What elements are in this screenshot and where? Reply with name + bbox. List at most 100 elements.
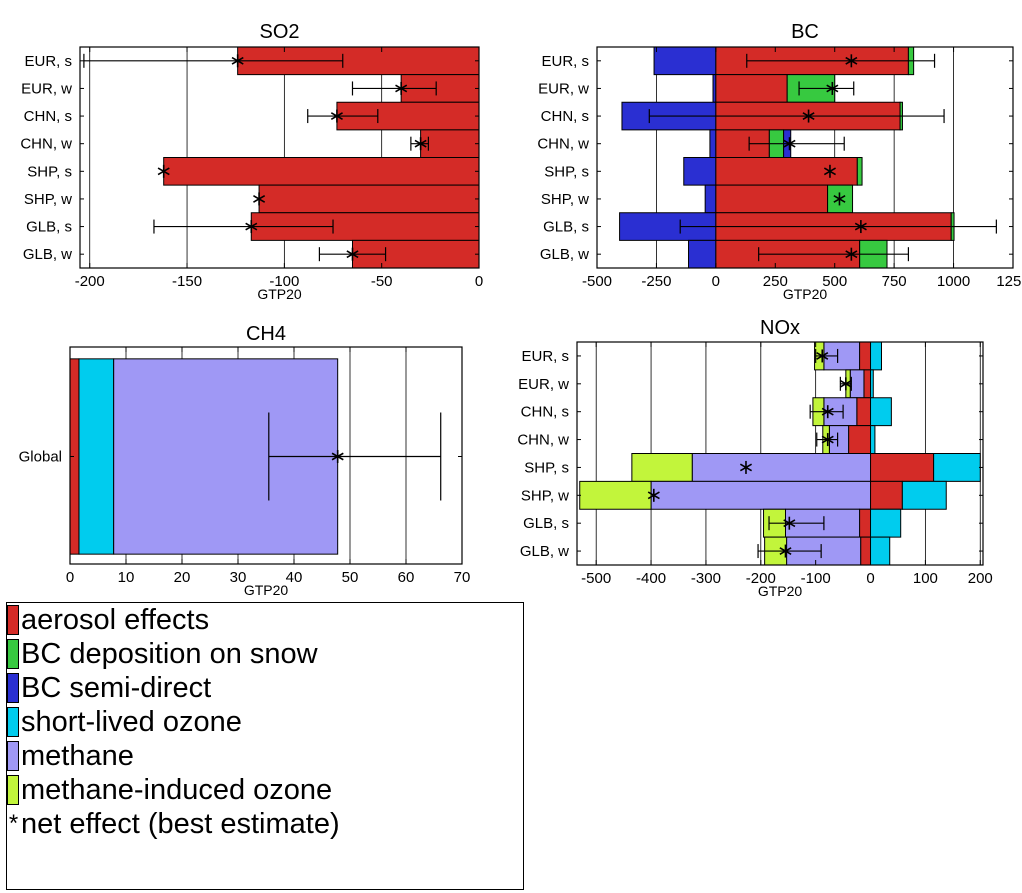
bar-methane — [849, 369, 865, 399]
category-label: SHP, w — [521, 487, 569, 504]
x-axis-label: GTP20 — [257, 286, 302, 302]
net-marker-stroke — [739, 463, 753, 472]
net-effect-marker — [845, 247, 858, 261]
net-marker-stroke — [802, 112, 815, 121]
x-tick-label: -150 — [172, 273, 202, 290]
category-label: GLB, s — [523, 515, 569, 532]
bar-bc_semi — [704, 184, 717, 214]
x-tick-label: 20 — [174, 569, 191, 586]
x-tick-label: 0 — [475, 273, 483, 290]
bar-ozone_short — [870, 397, 892, 427]
bar-aerosol — [715, 157, 858, 186]
x-axis-label: GTP20 — [758, 583, 803, 599]
bar-ozone_short — [870, 536, 891, 566]
net-effect-marker — [826, 81, 839, 95]
net-marker-stroke — [647, 491, 660, 500]
x-tick-label: 250 — [763, 273, 788, 290]
category-label: CHN, s — [541, 108, 589, 125]
category-label: SHP, w — [24, 191, 72, 208]
bar-bc_semi — [709, 129, 717, 158]
net-marker-stroke — [839, 379, 852, 388]
category-label: SHP, w — [541, 191, 589, 208]
category-label: EUR, w — [538, 80, 589, 97]
net-marker-stroke — [253, 194, 266, 203]
x-tick-label: -200 — [746, 570, 776, 587]
x-axis-label: GTP20 — [244, 582, 289, 598]
bar-aerosol — [859, 341, 872, 371]
x-tick-label: -50 — [371, 273, 393, 290]
plot-frame — [79, 46, 480, 269]
category-label: SHP, s — [27, 163, 72, 180]
x-tick-label: 500 — [822, 273, 847, 290]
net-effect-marker — [395, 81, 408, 95]
net-effect-marker — [821, 433, 834, 447]
chart-title: NOx — [760, 317, 800, 339]
category-label: EUR, w — [518, 376, 569, 393]
chart-title: CH4 — [246, 323, 286, 345]
category-label: EUR, s — [24, 53, 72, 70]
chart-nox: EUR, s EUR, w CHN, s CHN, w SHP, s SHP, w GLB,… — [517, 317, 992, 599]
net-effect-marker — [414, 137, 427, 151]
net-effect-marker — [647, 488, 660, 502]
legend-item-ch4-ozone: methane-induced ozone — [7, 773, 523, 807]
legend: aerosol effects BC deposition on snow BC… — [6, 602, 524, 890]
net-marker-stroke — [845, 56, 858, 65]
bar-ozone_short — [870, 369, 874, 399]
legend-label: BC deposition on snow — [21, 638, 318, 670]
category-label: GLB, s — [26, 219, 72, 236]
bar-aerosol — [715, 184, 829, 214]
bar-bc_semi — [683, 157, 717, 186]
net-effect-marker — [802, 109, 815, 123]
bar-aerosol — [163, 157, 480, 186]
net-effect-marker — [331, 450, 344, 463]
net-marker-stroke — [231, 56, 244, 65]
bar-ch4_ozone — [631, 453, 693, 482]
legend-label: aerosol effects — [21, 604, 210, 636]
category-label: CHN, s — [24, 108, 72, 125]
net-marker-stroke — [157, 167, 170, 176]
net-marker-stroke — [823, 167, 836, 176]
x-axis-label: GTP20 — [783, 286, 828, 302]
legend-swatch-aerosol — [7, 605, 19, 635]
category-label: CHN, s — [521, 404, 569, 421]
x-tick-label: 200 — [968, 570, 993, 587]
category-label: EUR, s — [541, 53, 589, 70]
bar-aerosol — [856, 397, 872, 427]
bar-methane — [691, 453, 872, 482]
net-effect-marker — [816, 349, 829, 363]
category-label: GLB, w — [23, 246, 72, 263]
x-tick-label: 1000 — [937, 273, 970, 290]
net-effect-marker — [845, 54, 858, 68]
category-label: CHN, w — [537, 136, 589, 153]
legend-label: methane — [21, 740, 134, 772]
bar-aerosol — [863, 369, 872, 399]
chart-bc: EUR, s EUR, w CHN, s CHN, w SHP, s SHP, w GLB,… — [537, 21, 1022, 302]
legend-item-bc-semi: BC semi-direct — [7, 671, 523, 705]
x-tick-label: 0 — [66, 569, 74, 586]
x-tick-label: 750 — [882, 273, 907, 290]
bar-aerosol — [870, 453, 935, 482]
net-effect-marker — [739, 460, 753, 474]
plot-frame — [596, 46, 1014, 269]
bar-aerosol — [258, 184, 480, 214]
bar-ch4_ozone — [579, 480, 652, 510]
net-effect-marker — [833, 192, 846, 206]
chart-title: BC — [791, 21, 819, 43]
plot-frame — [69, 346, 463, 565]
bar-ozone_short — [870, 425, 876, 454]
net-marker-stroke — [331, 452, 344, 461]
x-tick-label: -300 — [691, 570, 721, 587]
x-tick-label: 30 — [230, 569, 247, 586]
x-tick-label: -400 — [636, 570, 666, 587]
net-effect-marker — [330, 109, 343, 123]
bar-ozone_short — [870, 508, 902, 538]
legend-item-aerosol: aerosol effects — [7, 603, 523, 637]
category-label: CHN, w — [517, 432, 569, 449]
x-tick-label: -500 — [581, 570, 611, 587]
net-effect-marker — [253, 192, 266, 206]
category-label: CHN, w — [20, 136, 72, 153]
legend-swatch-bc-semi — [7, 673, 19, 703]
x-tick-label: -100 — [269, 273, 299, 290]
category-label: GLB, s — [543, 219, 589, 236]
bar-bc_semi — [619, 212, 717, 241]
